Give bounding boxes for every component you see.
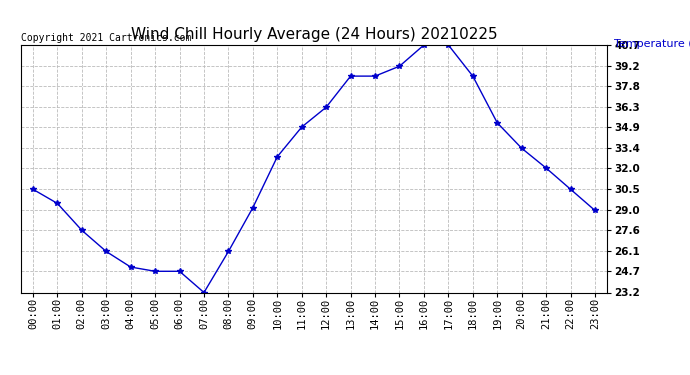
Text: Copyright 2021 Cartronics.com: Copyright 2021 Cartronics.com: [21, 33, 191, 42]
Text: Temperature (°F): Temperature (°F): [614, 39, 690, 50]
Title: Wind Chill Hourly Average (24 Hours) 20210225: Wind Chill Hourly Average (24 Hours) 202…: [130, 27, 497, 42]
